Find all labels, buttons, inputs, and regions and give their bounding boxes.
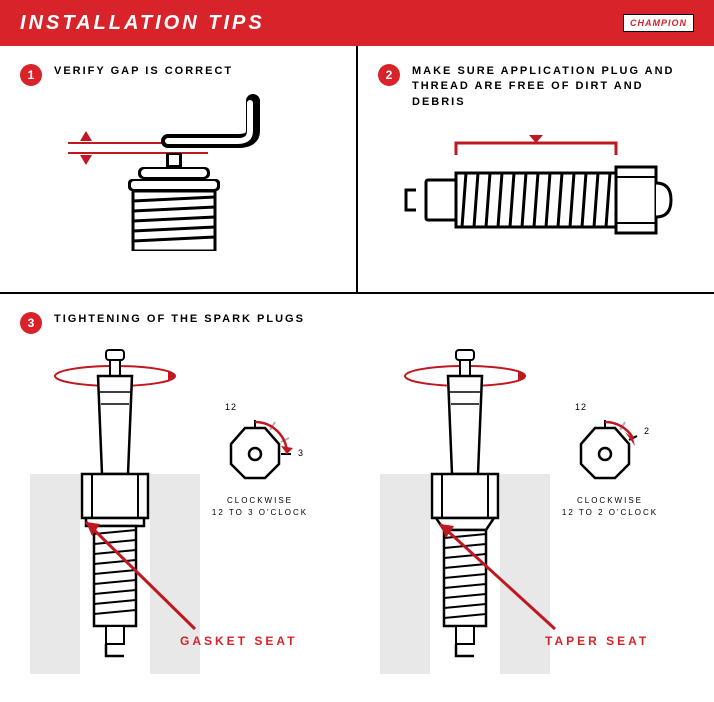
step-3-head: 3 TIGHTENING OF THE SPARK PLUGS bbox=[20, 312, 694, 334]
brand-badge: CHAMPION bbox=[623, 14, 694, 32]
taper-plug-icon bbox=[432, 350, 498, 656]
step-3-badge: 3 bbox=[20, 312, 42, 334]
gasket-seat-label: GASKET SEAT bbox=[180, 634, 297, 648]
taper-column: 12 2 CLOCKWISE 12 TO 2 O'CLOCK TAPER SEA… bbox=[370, 344, 710, 684]
taper-dial-2: 2 bbox=[644, 426, 650, 436]
gap-diagram-svg bbox=[38, 91, 318, 251]
thread-diagram-svg bbox=[386, 125, 686, 265]
taper-dial-caption: CLOCKWISE 12 TO 2 O'CLOCK bbox=[560, 489, 660, 519]
step-1-cell: 1 VERIFY GAP IS CORRECT bbox=[0, 46, 358, 292]
step-1-badge: 1 bbox=[20, 64, 42, 86]
step-2-badge: 2 bbox=[378, 64, 400, 86]
step-3-section: 3 TIGHTENING OF THE SPARK PLUGS bbox=[0, 294, 714, 702]
gasket-plug-icon bbox=[82, 350, 148, 656]
bottom-content: 12 3 CLOCKWISE 12 TO 3 O'CLOCK GASKET SE… bbox=[20, 344, 694, 684]
taper-seat-label: TAPER SEAT bbox=[545, 634, 649, 648]
step-1-diagram bbox=[20, 86, 336, 256]
step-1-title: VERIFY GAP IS CORRECT bbox=[54, 64, 233, 79]
step-3-title: TIGHTENING OF THE SPARK PLUGS bbox=[54, 312, 305, 327]
gasket-dial-caption: CLOCKWISE 12 TO 3 O'CLOCK bbox=[210, 489, 310, 519]
taper-dial-icon bbox=[581, 420, 637, 478]
header-bar: INSTALLATION TIPS CHAMPION bbox=[0, 0, 714, 46]
dial-3: 3 bbox=[298, 448, 304, 458]
dial-12: 12 bbox=[225, 402, 237, 412]
taper-dial-12: 12 bbox=[575, 402, 587, 412]
step-1-head: 1 VERIFY GAP IS CORRECT bbox=[20, 64, 336, 86]
top-row: 1 VERIFY GAP IS CORRECT bbox=[0, 46, 714, 294]
step-2-title: MAKE SURE APPLICATION PLUG AND THREAD AR… bbox=[412, 64, 694, 110]
step-2-head: 2 MAKE SURE APPLICATION PLUG AND THREAD … bbox=[378, 64, 694, 110]
gasket-column: 12 3 CLOCKWISE 12 TO 3 O'CLOCK GASKET SE… bbox=[20, 344, 360, 684]
page-title: INSTALLATION TIPS bbox=[20, 12, 265, 35]
gasket-dial-labels: 12 bbox=[225, 402, 237, 412]
gasket-dial-icon bbox=[231, 420, 293, 478]
step-2-diagram bbox=[378, 110, 694, 280]
step-2-cell: 2 MAKE SURE APPLICATION PLUG AND THREAD … bbox=[358, 46, 714, 292]
